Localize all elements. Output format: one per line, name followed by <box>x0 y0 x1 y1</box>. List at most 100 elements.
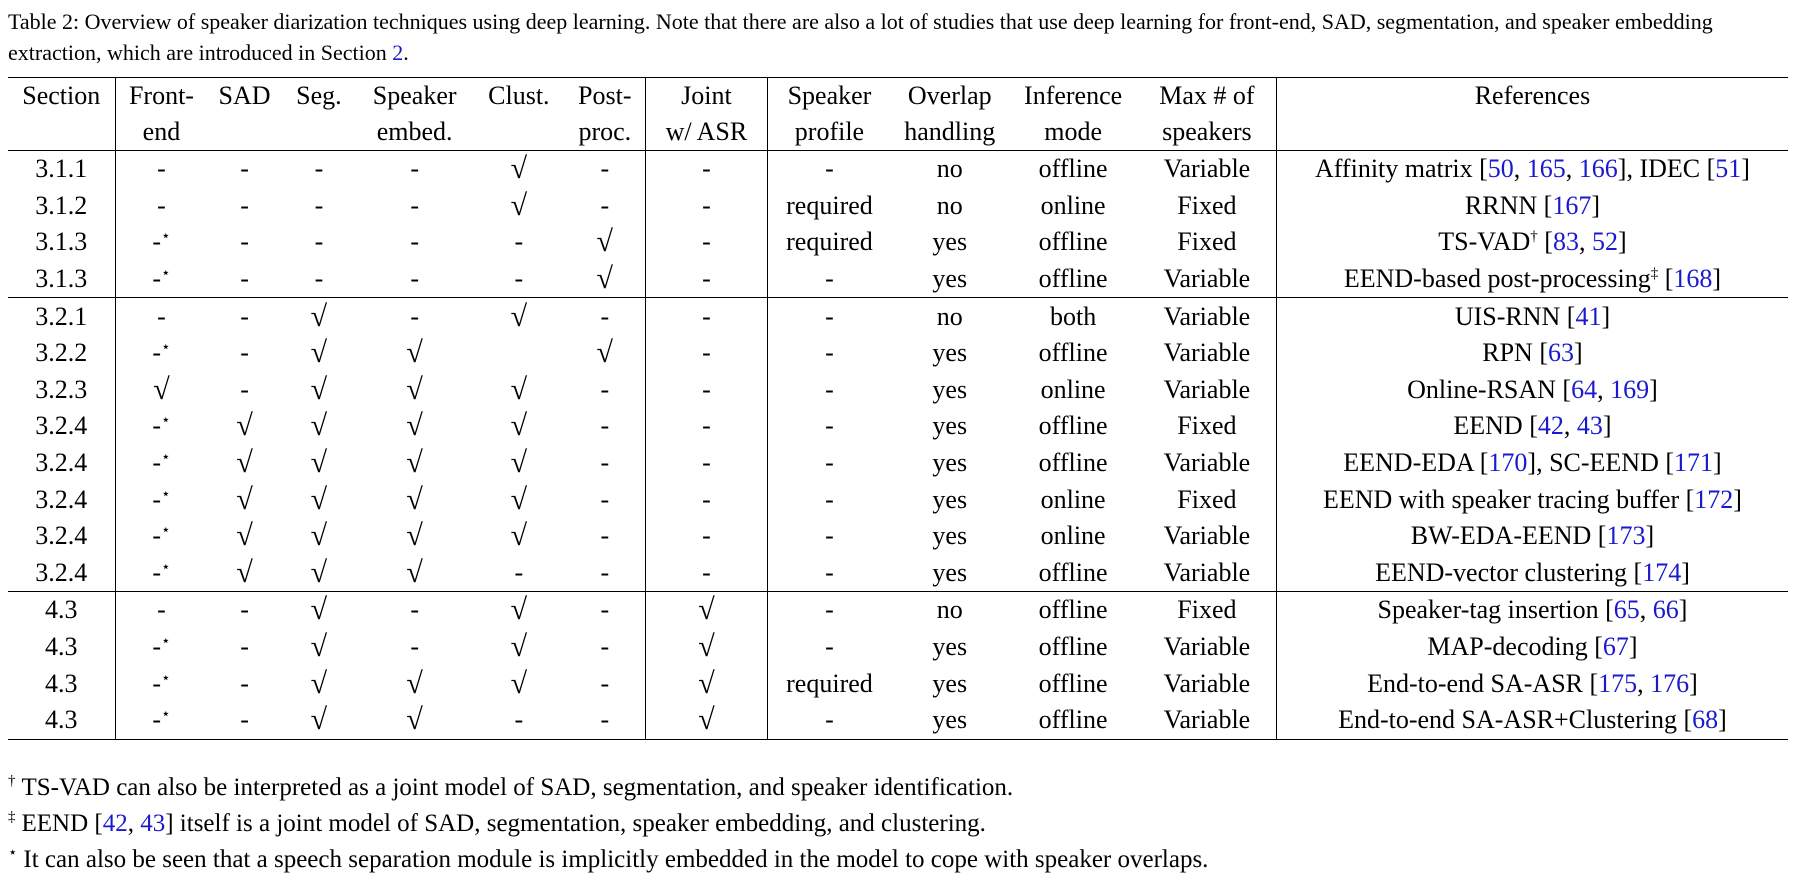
table-cell: - <box>825 632 834 662</box>
table-row: 3.1.1- - - - √ - - - no offline Variable Affinity m… <box>8 150 1788 188</box>
citation-link[interactable]: 43 <box>140 810 166 837</box>
table-cell: √ <box>564 224 647 261</box>
reference-text: , <box>1513 154 1527 184</box>
citation-link[interactable]: 68 <box>1692 705 1719 735</box>
dash-mark: - <box>152 338 162 368</box>
table-cell: Fixed <box>1137 187 1277 225</box>
table-cell: - <box>514 557 524 587</box>
table-cell: √ <box>645 701 768 739</box>
table-cell: - <box>645 187 768 225</box>
reference-text: ] <box>1681 557 1690 587</box>
dash-mark: - <box>152 484 162 514</box>
table-cell: - <box>564 665 647 702</box>
citation-link[interactable]: 170 <box>1488 448 1528 478</box>
caption-section-link[interactable]: 2 <box>392 40 404 65</box>
citation-link[interactable]: 43 <box>1576 411 1603 441</box>
reference-text: ] <box>1713 448 1722 478</box>
references-cell: UIS-RNN [41] <box>1276 297 1788 335</box>
table-cell: - <box>157 154 166 184</box>
table-cell: offline <box>1038 557 1108 587</box>
citation-link[interactable]: 41 <box>1575 301 1602 331</box>
table-row: 3.2.3 √ - √ √ √ - - - yes online Variable Online-RSA… <box>8 371 1788 409</box>
citation-link[interactable]: 176 <box>1650 668 1690 698</box>
table-cell: - <box>767 591 892 629</box>
reference-text: ] <box>1712 264 1722 294</box>
table-cell: - <box>410 190 419 220</box>
table-cell: - <box>240 264 249 294</box>
reference-text: , <box>1639 595 1653 625</box>
table-cell: √ <box>510 519 528 553</box>
table-cell: both <box>1008 297 1138 335</box>
citation-link[interactable]: 50 <box>1487 154 1514 184</box>
citation-link[interactable]: 64 <box>1571 374 1598 404</box>
star-mark: ⋆ <box>161 449 171 466</box>
table-cell: √ <box>510 152 528 186</box>
table-cell: - <box>314 154 324 184</box>
table-cell: Variable <box>1137 444 1277 482</box>
table-cell: - <box>240 227 249 257</box>
table-cell: - <box>645 150 768 188</box>
table-cell: √ <box>406 482 423 516</box>
reference-text: EEND with speaker tracing buffer [ <box>1322 484 1695 514</box>
citation-link[interactable]: 67 <box>1602 632 1629 662</box>
citation-link[interactable]: 167 <box>1552 190 1592 220</box>
header-cell: Speaker <box>372 81 457 110</box>
reference-text: Online-RSAN [ <box>1407 374 1572 404</box>
citation-link[interactable]: 171 <box>1674 448 1713 478</box>
reference-text: End-to-end SA-ASR+Clustering [ <box>1338 705 1693 735</box>
table-cell: yes <box>932 668 968 698</box>
table-row: 3.2.1- - √ - √ - - - no both Variable UIS-RNN [41] <box>8 297 1788 335</box>
dash-mark: - <box>152 668 162 698</box>
citation-link[interactable]: 174 <box>1642 557 1682 587</box>
citation-link[interactable]: 165 <box>1526 154 1566 184</box>
citation-link[interactable]: 65 <box>1613 595 1640 625</box>
citation-link[interactable]: 175 <box>1598 668 1638 698</box>
table-cell: √ <box>310 482 328 516</box>
citation-link[interactable]: 83 <box>1552 227 1579 257</box>
table-cell: required <box>786 190 873 220</box>
header-cell <box>8 114 116 151</box>
citation-link[interactable]: 52 <box>1591 227 1618 257</box>
header-cell <box>207 114 282 151</box>
table-cell: √ <box>406 666 423 700</box>
table-cell: - <box>645 224 768 261</box>
reference-text: ] <box>1649 374 1658 404</box>
table-row: 3.1.3 -⋆ - - - - √ - required yes offline Fixed TS-V… <box>8 224 1788 261</box>
table-cell: - <box>157 190 166 220</box>
table-cell: yes <box>932 411 968 441</box>
header-cell: References <box>1474 81 1591 110</box>
table-cell: -⋆ <box>115 555 207 592</box>
dash-mark: - <box>152 521 162 551</box>
header-cell: mode <box>1008 114 1138 151</box>
table-cell: offline <box>1038 448 1108 478</box>
citation-link[interactable]: 66 <box>1652 595 1679 625</box>
table-cell: Variable <box>1137 517 1277 555</box>
table-cell: - <box>240 374 249 404</box>
table-cell: √ <box>510 482 528 516</box>
citation-link[interactable]: 63 <box>1548 338 1574 368</box>
section-cell: 3.2.4 <box>8 554 116 592</box>
star-mark: ⋆ <box>161 706 171 723</box>
reference-text: ] itself is a joint model of SAD, segmen… <box>165 810 986 837</box>
citation-link[interactable]: 172 <box>1694 484 1734 514</box>
table-cell: - <box>767 297 892 335</box>
references-cell: RRNN [167] <box>1276 188 1788 225</box>
citation-link[interactable]: 173 <box>1606 521 1646 551</box>
table-cell: no <box>891 297 1009 335</box>
table-cell: Fixed <box>1137 408 1277 445</box>
table-cell: - <box>564 517 647 555</box>
header-cell: Overlap <box>907 81 992 110</box>
reference-text: ] <box>1591 190 1600 220</box>
citation-link[interactable]: 166 <box>1578 154 1618 184</box>
table-cell: - <box>825 374 834 404</box>
citation-link[interactable]: 168 <box>1673 264 1713 294</box>
table-cell: Variable <box>1137 334 1277 372</box>
citation-link[interactable]: 169 <box>1610 374 1650 404</box>
citation-link[interactable]: 42 <box>102 810 128 837</box>
citation-link[interactable]: 42 <box>1537 411 1564 441</box>
table-row: 4.3 -⋆ - √ √ - - √ - yes offline Variable End-to-end… <box>8 701 1788 739</box>
table-cell: - <box>514 264 524 294</box>
citation-link[interactable]: 51 <box>1715 154 1742 184</box>
table-cell: √ <box>510 666 528 700</box>
reference-text: EEND-vector clustering [ <box>1375 557 1643 587</box>
